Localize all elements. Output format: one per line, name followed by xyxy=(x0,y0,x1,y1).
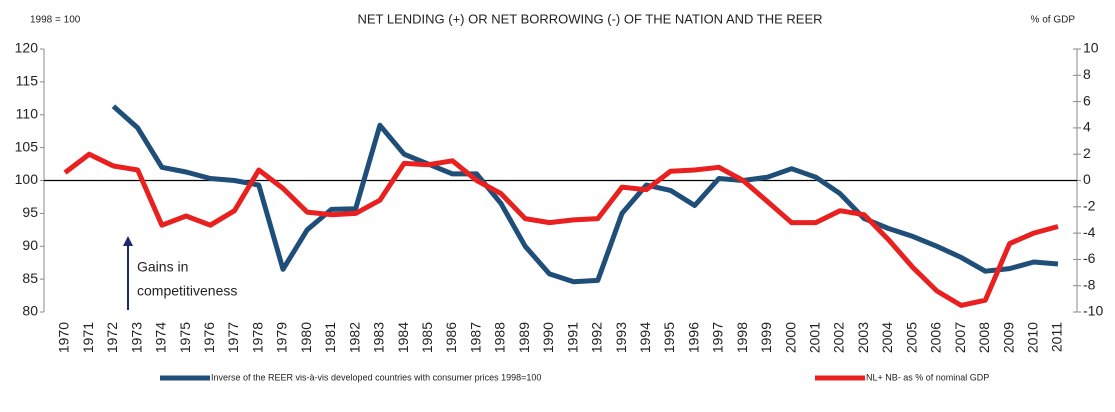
x-tick-label: 1970 xyxy=(56,322,72,353)
y-axis-label: 1998 = 100 xyxy=(30,15,81,26)
x-tick-label: 1971 xyxy=(80,322,96,353)
x-tick-label: 2011 xyxy=(1049,322,1065,352)
series-line xyxy=(111,104,1059,285)
y2-tick-label: 10 xyxy=(1083,40,1099,56)
annotation-arrowhead xyxy=(123,236,133,246)
x-tick-label: 1984 xyxy=(395,322,411,353)
x-tick-label: 1980 xyxy=(298,322,314,353)
x-tick-label: 1999 xyxy=(758,322,774,353)
x-tick-label: 1988 xyxy=(492,322,508,353)
y2-tick-label: 2 xyxy=(1083,145,1091,161)
x-tick-label: 1978 xyxy=(249,322,265,353)
x-tick-label: 1977 xyxy=(225,322,241,353)
annotation: Gains in xyxy=(137,259,188,275)
y2-tick-label: -4 xyxy=(1083,224,1096,240)
y-tick-label: 90 xyxy=(22,237,38,253)
x-tick-label: 1985 xyxy=(419,322,435,353)
annotation: competitiveness xyxy=(137,283,237,299)
x-tick-label: 2006 xyxy=(928,322,944,353)
x-tick-label: 1992 xyxy=(589,322,605,353)
series-line xyxy=(63,151,1059,308)
y2-tick-label: 4 xyxy=(1083,119,1091,135)
x-tick-label: 2010 xyxy=(1024,322,1040,353)
legend-label: Inverse of the REER vis-à-vis developed … xyxy=(211,372,541,382)
chart-title: NET LENDING (+) OR NET BORROWING (-) OF … xyxy=(357,11,822,26)
y2-tick-label: -2 xyxy=(1083,198,1096,214)
x-tick-label: 1994 xyxy=(637,322,653,353)
legend-label: NL+ NB- as % of nominal GDP xyxy=(866,372,989,382)
y-tick-label: 110 xyxy=(16,105,39,121)
y2-axis-label: % of GDP xyxy=(1031,15,1076,26)
y-tick-label: 95 xyxy=(22,204,38,220)
x-tick-label: 1997 xyxy=(710,322,726,353)
x-tick-label: 1975 xyxy=(177,322,193,353)
x-tick-label: 1982 xyxy=(346,322,362,353)
x-tick-label: 2001 xyxy=(807,322,823,353)
y-tick-label: 100 xyxy=(15,171,39,187)
x-tick-label: 2002 xyxy=(831,322,847,353)
x-tick-label: 1976 xyxy=(201,322,217,353)
y-tick-label: 105 xyxy=(15,138,39,154)
y2-tick-label: 8 xyxy=(1083,66,1091,82)
x-tick-label: 1974 xyxy=(153,322,169,353)
x-tick-label: 2009 xyxy=(1000,322,1016,353)
x-tick-label: 1989 xyxy=(516,322,532,353)
x-tick-label: 1998 xyxy=(734,322,750,353)
x-tick-label: 1983 xyxy=(371,322,387,353)
x-tick-label: 1996 xyxy=(685,322,701,353)
x-tick-label: 1990 xyxy=(540,322,556,353)
y2-tick-label: -10 xyxy=(1083,303,1103,319)
x-tick-label: 2003 xyxy=(855,322,871,353)
y-tick-label: 80 xyxy=(22,303,38,319)
x-tick-label: 1973 xyxy=(128,322,144,353)
y-tick-label: 120 xyxy=(15,40,39,56)
x-tick-label: 1972 xyxy=(104,322,120,353)
x-tick-label: 1981 xyxy=(322,322,338,353)
x-tick-label: 2000 xyxy=(782,322,798,353)
y2-tick-label: -8 xyxy=(1083,276,1096,292)
y2-tick-label: 6 xyxy=(1083,92,1091,108)
y-tick-label: 115 xyxy=(16,73,39,89)
x-tick-label: 2007 xyxy=(952,322,968,353)
x-tick-label: 1987 xyxy=(467,322,483,353)
x-tick-label: 2004 xyxy=(879,322,895,353)
x-tick-label: 1979 xyxy=(274,322,290,353)
x-tick-label: 1993 xyxy=(613,322,629,353)
y-tick-label: 85 xyxy=(22,270,38,286)
x-tick-label: 1991 xyxy=(564,322,580,353)
x-tick-label: 2005 xyxy=(903,322,919,353)
x-tick-label: 1986 xyxy=(443,322,459,353)
x-tick-label: 2008 xyxy=(976,322,992,353)
y2-tick-label: 0 xyxy=(1083,171,1091,187)
x-tick-label: 1995 xyxy=(661,322,677,353)
y2-tick-label: -6 xyxy=(1083,250,1096,266)
